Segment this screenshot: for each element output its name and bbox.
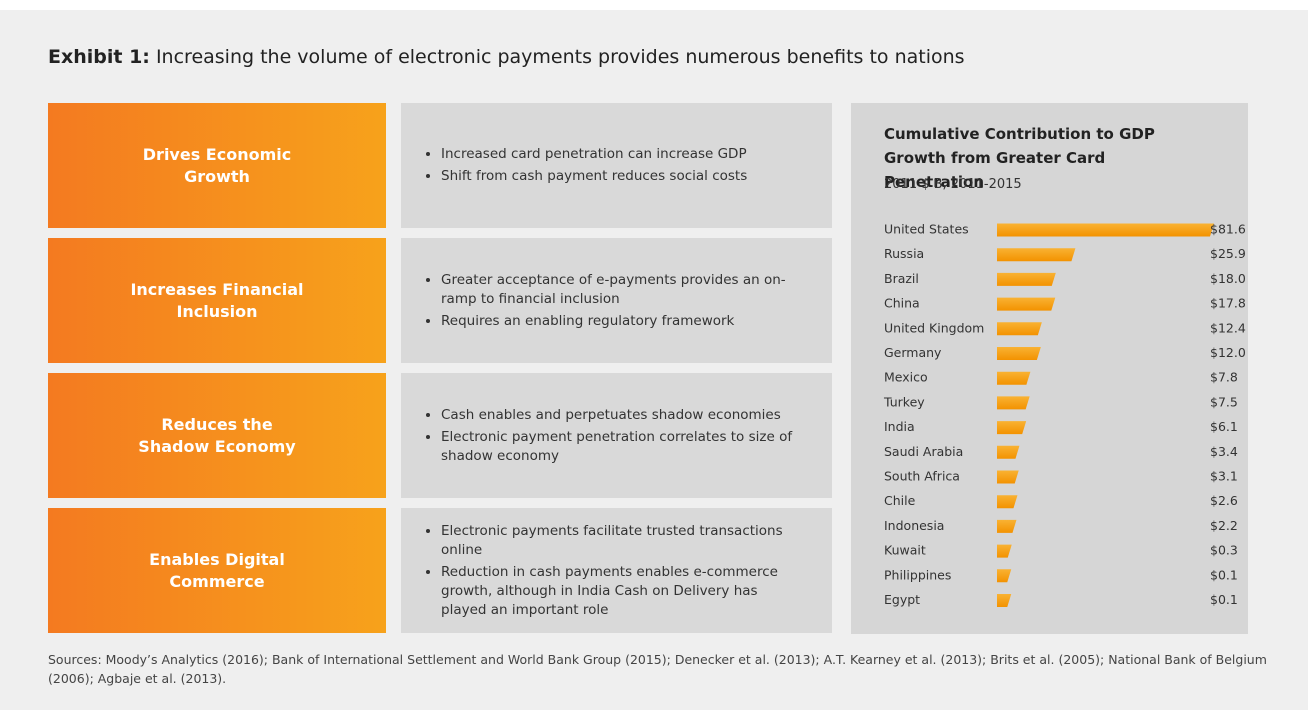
category-label: Egypt (884, 592, 920, 607)
chart-title: Cumulative Contribution to GDP Growth fr… (884, 125, 1155, 191)
bar (997, 371, 1031, 385)
bar (997, 470, 1019, 484)
benefit-text-box: Greater acceptance of e-payments provide… (401, 238, 832, 363)
value-label: $6.1 (1210, 419, 1238, 434)
value-label: $3.1 (1210, 469, 1238, 484)
chart: United States $81.6 Russia $25.9 Brazil $18.0… (883, 222, 1246, 607)
value-label: $7.5 (1210, 394, 1238, 409)
benefit-text-box: Electronic payments facilitate trusted t… (401, 508, 832, 633)
bar (997, 495, 1018, 509)
value-label: $2.2 (1210, 518, 1238, 533)
value-label: $81.6 (1210, 222, 1246, 237)
bar (997, 347, 1041, 360)
value-label: $2.6 (1210, 493, 1238, 508)
category-label: Kuwait (884, 543, 926, 558)
bullet-list: Increased card penetration can increase … (401, 142, 777, 189)
category-label: United States (884, 222, 969, 237)
bullet-list: Cash enables and perpetuates shadow econ… (401, 403, 832, 469)
bullet: Electronic payment penetration correlate… (441, 428, 802, 466)
category-label: Chile (884, 493, 916, 508)
bullet: Increased card penetration can increase … (441, 145, 747, 164)
benefit-label-box: Reduces the Shadow Economy (48, 373, 386, 498)
category-label: Russia (884, 246, 924, 261)
bullet: Reduction in cash payments enables e-com… (441, 563, 802, 620)
bar (997, 421, 1027, 435)
category-label: Saudi Arabia (884, 444, 963, 459)
bar (997, 594, 1012, 607)
exhibit-title: Exhibit 1: Increasing the volume of elec… (48, 46, 965, 68)
category-label: India (884, 419, 915, 434)
category-label: Turkey (883, 394, 925, 409)
bar (997, 445, 1020, 459)
sources: Sources: Moody’s Analytics (2016); Bank … (48, 652, 1267, 686)
category-label: Germany (884, 345, 942, 360)
bar (997, 223, 1214, 237)
category-label: United Kingdom (884, 320, 984, 335)
bullet: Requires an enabling regulatory framewor… (441, 312, 802, 331)
category-label: Indonesia (884, 518, 944, 533)
category-label: China (884, 296, 920, 311)
bar (997, 248, 1076, 262)
category-label: Mexico (884, 370, 928, 385)
benefit-text-box: Increased card penetration can increase … (401, 103, 832, 228)
title-text: Increasing the volume of electronic paym… (155, 46, 965, 68)
value-label: $0.1 (1210, 592, 1238, 607)
bullet-list: Greater acceptance of e-payments provide… (401, 268, 832, 334)
value-label: $12.0 (1210, 345, 1246, 360)
value-label: $25.9 (1210, 246, 1246, 261)
benefit-label: Reduces the Shadow Economy (138, 414, 296, 456)
value-label: $17.8 (1210, 296, 1246, 311)
value-label: $0.1 (1210, 567, 1238, 582)
benefit-label: Drives Economic Growth (142, 144, 292, 186)
bullet: Cash enables and perpetuates shadow econ… (441, 406, 802, 425)
bullet: Shift from cash payment reduces social c… (441, 167, 747, 186)
bar (997, 519, 1017, 533)
benefit-label-box: Drives Economic Growth (48, 103, 386, 228)
benefit-label-box: Enables Digital Commerce (48, 508, 386, 633)
chart-panel: Cumulative Contribution to GDP Growth fr… (851, 103, 1248, 634)
bullet: Greater acceptance of e-payments provide… (441, 271, 802, 309)
exhibit: Exhibit 1: Increasing the volume of elec… (0, 10, 1308, 710)
bar (997, 272, 1056, 286)
value-label: $12.4 (1210, 320, 1246, 335)
chart-subtitle: 2011 $ B, 2011-2015 (884, 177, 1022, 192)
bar (997, 322, 1042, 336)
bar (997, 544, 1012, 558)
benefit-label: Enables Digital Commerce (149, 549, 285, 591)
bullet: Electronic payments facilitate trusted t… (441, 522, 802, 560)
category-label: Philippines (884, 567, 951, 582)
value-label: $18.0 (1210, 271, 1246, 286)
benefit-label-box: Increases Financial Inclusion (48, 238, 386, 363)
bar (997, 396, 1030, 410)
benefit-text-box: Cash enables and perpetuates shadow econ… (401, 373, 832, 498)
value-label: $3.4 (1210, 444, 1238, 459)
benefit-label: Increases Financial Inclusion (130, 279, 304, 321)
category-label: Brazil (884, 271, 919, 286)
category-label: South Africa (884, 469, 960, 484)
bar (997, 297, 1056, 311)
bar (997, 569, 1012, 583)
value-label: $7.8 (1210, 370, 1238, 385)
bullet-list: Electronic payments facilitate trusted t… (401, 519, 832, 623)
value-label: $0.3 (1210, 543, 1238, 558)
exhibit-label: Exhibit 1: (48, 46, 150, 68)
